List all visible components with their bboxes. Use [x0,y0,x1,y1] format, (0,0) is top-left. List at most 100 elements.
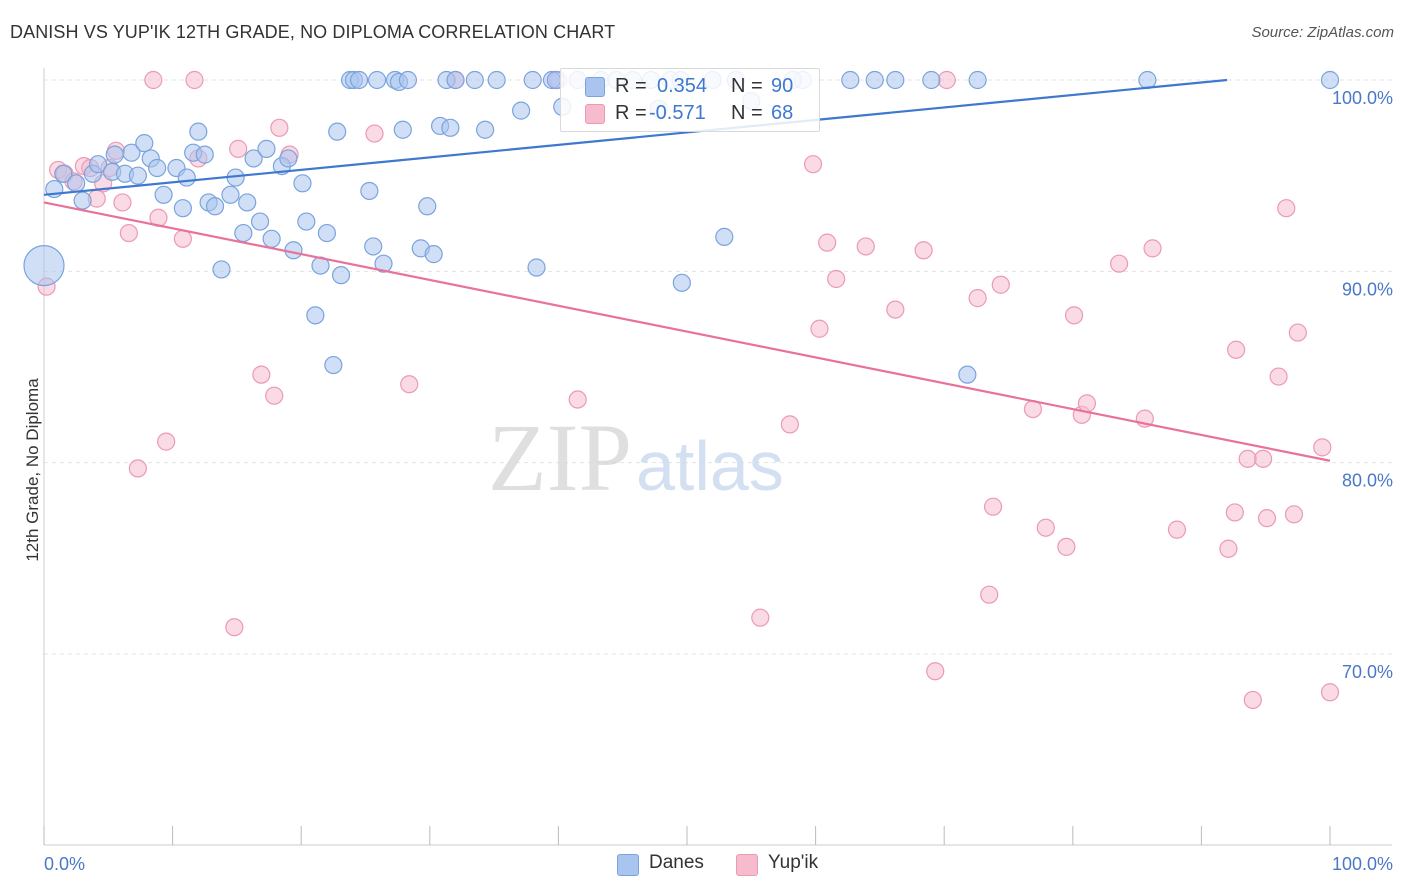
danes-point [922,70,941,90]
yupik-point [1109,254,1129,273]
trendlines [43,78,1331,462]
series-legend: Danes Yup'ik [0,850,1406,880]
danes-point [398,70,418,90]
yupik-point [983,497,1003,516]
danes-point [293,174,312,193]
danes-point [135,134,154,153]
danes-point [317,223,337,243]
y-tick-label: 90.0% [1342,279,1393,299]
watermark: ZIP atlas [488,404,784,511]
danes-point [841,70,860,90]
grid-lines [44,79,1392,655]
yupik-point [1254,449,1273,468]
x-tick-label: 0.0% [44,854,85,874]
danes-point [424,245,443,264]
yupik-point [144,70,163,90]
yupik-point [157,432,176,451]
yupik-point [128,459,147,478]
danes-point [1320,70,1340,90]
danes-point [148,158,167,178]
yupik-point [1243,690,1262,710]
yupik-point [914,241,933,260]
yupik-point [937,70,956,90]
danes-point [487,70,506,90]
yupik-point [856,237,875,256]
danes-point [475,120,495,139]
yupik-point [886,300,905,319]
legend-row-danes: R = 0.354 N = 90 [561,73,819,101]
y-tick-labels: 70.0% 80.0% 90.0% 100.0% [1332,88,1393,682]
yupik-point [1277,199,1296,218]
yupik-point [113,193,132,212]
n-label: N = [731,102,763,124]
danes-point [238,193,257,212]
danes-point [360,181,379,201]
yupik-point [810,319,829,338]
yupik-point [1064,306,1084,325]
y-tick-label: 80.0% [1342,471,1393,491]
n-value: 68 [771,102,794,124]
danes-point [212,260,231,279]
danes-point [1138,70,1157,90]
danes-point [189,122,208,141]
danes-point [173,199,192,218]
danes-point [88,155,108,174]
danes-point [234,223,253,243]
r-label: R = [615,75,647,97]
legend-label-yupik: Yup'ik [768,852,819,873]
yupik-point [1284,505,1304,524]
danes-point [393,120,412,139]
y-tick-label: 100.0% [1332,88,1393,108]
danes-point [374,254,393,273]
danes-point [328,122,347,141]
x-tick-label: 100.0% [1332,854,1393,874]
danes-point [527,258,546,277]
r-label: R = [615,102,647,124]
yupik-point [229,139,248,158]
danes-point [523,70,542,90]
y-tick-label: 70.0% [1342,662,1393,682]
danes-point [205,197,225,216]
danes-point [441,118,460,137]
danes-point [306,306,325,325]
danes-point [865,70,884,90]
yupik-trendline [43,201,1331,462]
source-label: Source: ZipAtlas.com [1251,24,1394,41]
yupik-point [365,124,384,143]
y-axis-label-wrap: 12th Grade, No Diploma [18,270,48,670]
yupik-point [1269,367,1288,386]
yupik-point [818,233,837,252]
yupik-point [568,390,587,409]
watermark-atlas: atlas [636,427,784,505]
yupik-point [1077,394,1097,413]
danes-point [154,185,173,204]
yupik-point [1238,449,1257,468]
yupik-point [1257,509,1277,528]
danes-point [122,143,141,162]
yupik-point [1225,503,1244,522]
danes-series [23,70,1340,384]
n-label: N = [731,75,763,97]
danes-point [105,145,124,164]
danes-point [128,166,147,185]
danes-point [364,237,383,256]
danes-point [54,164,73,183]
danes-point [886,70,905,90]
danes-point [958,365,977,384]
yupik-point [803,155,823,174]
yupik-point [991,275,1010,294]
danes-point [262,229,281,248]
yupik-point [1143,239,1162,258]
danes-point [465,70,484,90]
danes-point [73,191,92,210]
yupik-point [751,608,770,627]
danes-point [349,70,369,90]
x-tick-labels: 0.0% 100.0% [44,854,1393,874]
danes-point [279,149,298,168]
yupik-point [1057,537,1076,556]
yupik-point [252,365,271,384]
yupik-point [1219,539,1238,558]
danes-point [672,273,691,292]
yupik-point [1320,683,1340,702]
